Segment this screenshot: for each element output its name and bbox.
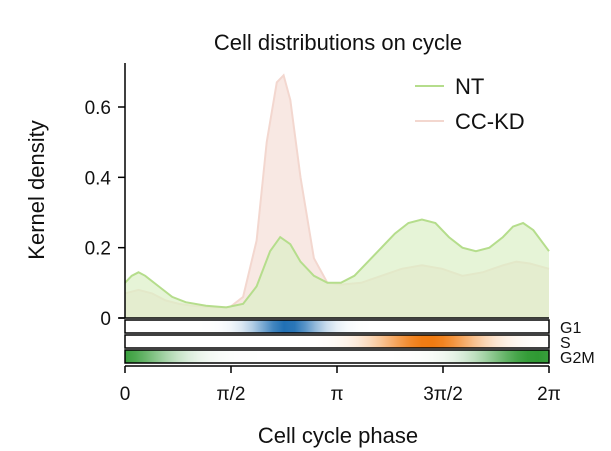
x-tick-label-3: 3π/2 xyxy=(423,384,463,405)
x-axis-label: Cell cycle phase xyxy=(258,423,418,448)
y-axis-label: Kernel density xyxy=(24,120,49,259)
x-tick-label-1: π/2 xyxy=(217,384,246,405)
phase-label-g2m: G2M xyxy=(560,350,595,367)
series-layer xyxy=(124,73,550,318)
series-area-nt xyxy=(125,219,549,318)
legend: NT CC-KD xyxy=(415,74,525,134)
chart-title: Cell distributions on cycle xyxy=(214,30,462,55)
y-tick-label-0.6: 0.6 xyxy=(85,98,111,119)
y-tick-label-0.2: 0.2 xyxy=(85,239,111,260)
series-line-nt xyxy=(124,218,550,309)
x-tick-label-0: 0 xyxy=(120,384,131,405)
x-tick-label-2: π xyxy=(330,384,343,405)
phase-label-g1: G1 xyxy=(560,320,581,337)
phase-bar-s xyxy=(124,334,550,349)
phase-bar-g1 xyxy=(124,319,550,334)
y-tick-label-0.4: 0.4 xyxy=(85,168,112,189)
ticks: 0 0.2 0.4 0.6 0 π/2 π 3π/2 2π xyxy=(85,98,561,405)
legend-label-nt: NT xyxy=(455,74,484,99)
legend-label-cc-kd: CC-KD xyxy=(455,109,525,134)
y-tick-label-0: 0 xyxy=(100,309,111,330)
phase-bar-g2m xyxy=(124,349,550,364)
phase-label-s: S xyxy=(560,335,571,352)
x-tick-label-4: 2π xyxy=(537,384,561,405)
